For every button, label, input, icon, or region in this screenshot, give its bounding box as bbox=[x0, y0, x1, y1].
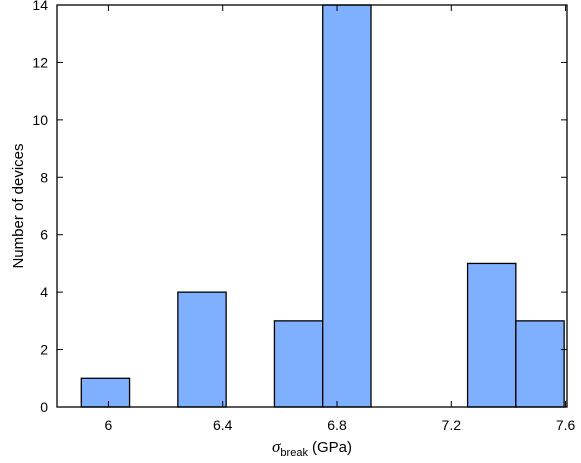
x-tick-label: 6.4 bbox=[213, 417, 233, 433]
x-tick-label: 7.2 bbox=[442, 417, 462, 433]
x-label-unit: (GPa) bbox=[312, 439, 352, 456]
x-tick-label: 6.8 bbox=[327, 417, 347, 433]
y-tick-label: 0 bbox=[40, 399, 48, 415]
y-tick-label: 8 bbox=[40, 169, 48, 185]
y-tick-label: 2 bbox=[40, 342, 48, 358]
bar bbox=[80, 377, 131, 408]
y-tick-label: 6 bbox=[40, 227, 48, 243]
bar bbox=[273, 320, 324, 408]
y-tick-label: 12 bbox=[32, 54, 48, 70]
y-tick-label: 4 bbox=[40, 284, 48, 300]
y-tick-label: 10 bbox=[32, 112, 48, 128]
y-tick-label: 14 bbox=[32, 0, 48, 13]
bar bbox=[322, 4, 372, 408]
x-label-symbol: σ bbox=[272, 437, 281, 456]
x-axis-label: σbreak (GPa) bbox=[272, 437, 352, 459]
y-axis-label: Number of devices bbox=[10, 143, 27, 268]
bar bbox=[515, 320, 565, 408]
plot-frame bbox=[56, 4, 568, 408]
x-label-subscript: break bbox=[280, 447, 308, 459]
bar bbox=[177, 291, 227, 408]
x-tick-label: 6 bbox=[105, 417, 113, 433]
x-tick-label: 7.6 bbox=[556, 417, 576, 433]
bar bbox=[466, 262, 517, 408]
